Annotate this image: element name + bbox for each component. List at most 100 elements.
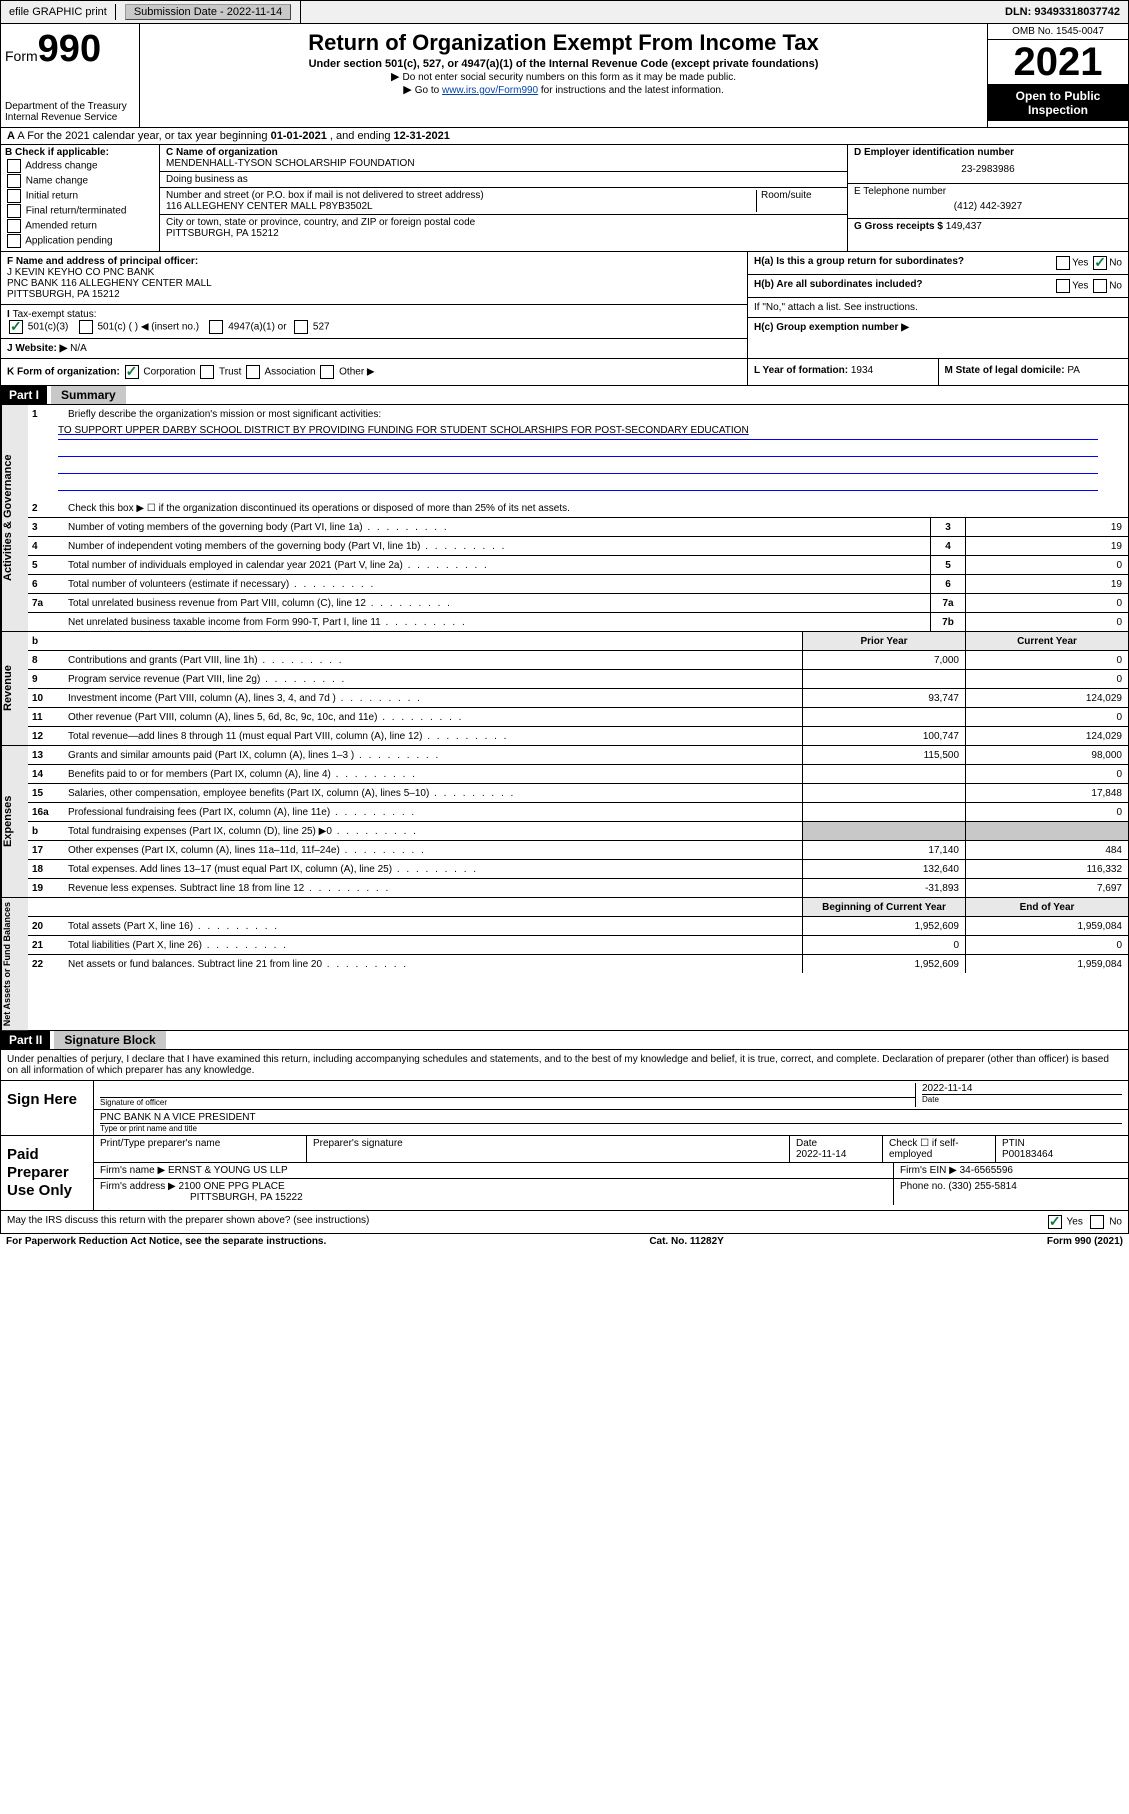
prior-val: 93,747 [802,689,965,707]
part2-header-row: Part II Signature Block [0,1031,1129,1050]
prior-val: 100,747 [802,727,965,745]
current-val: 7,697 [965,879,1128,897]
boy-header: Beginning of Current Year [802,898,965,916]
part1-title: Summary [51,386,126,404]
ha-yes-checkbox[interactable] [1056,256,1070,270]
hb-label: H(b) Are all subordinates included? [754,279,923,290]
gross-receipts: 149,437 [946,221,982,232]
ein-label: D Employer identification number [854,147,1122,158]
corp-checkbox[interactable] [125,365,139,379]
line-num: 8 [28,653,64,668]
dept-label: Department of the Treasury Internal Reve… [5,101,135,123]
hb-yes-checkbox[interactable] [1056,279,1070,293]
hb-no-checkbox[interactable] [1093,279,1107,293]
line-val: 0 [965,594,1128,612]
line-desc: Total revenue—add lines 8 through 11 (mu… [64,729,802,744]
form-number: 990 [38,28,101,70]
current-val: 0 [965,670,1128,688]
prior-val [802,784,965,802]
line-box: 7b [930,613,965,631]
line-val: 19 [965,575,1128,593]
line-num: 12 [28,729,64,744]
current-val: 98,000 [965,746,1128,764]
line-box: 4 [930,537,965,555]
prior-val: 1,952,609 [802,917,965,935]
side-governance: Activities & Governance [1,405,28,631]
trust-checkbox[interactable] [200,365,214,379]
officer-addr: PNC BANK 116 ALLEGHENY CENTER MALL [7,278,741,289]
application-pending-checkbox[interactable] [7,234,21,248]
instructions-link[interactable]: www.irs.gov/Form990 [442,85,538,96]
footer-right: Form 990 (2021) [1047,1236,1123,1247]
current-val: 1,959,084 [965,955,1128,973]
efile-label: efile GRAPHIC print [1,4,116,20]
row-klm: K Form of organization: Corporation Trus… [0,359,1129,386]
line-val: 19 [965,518,1128,536]
line-desc: Contributions and grants (Part VIII, lin… [64,653,802,668]
address-change-checkbox[interactable] [7,159,21,173]
prior-val [802,803,965,821]
527-checkbox[interactable] [294,320,308,334]
addr-label: Number and street (or P.O. box if mail i… [166,190,756,201]
form-header: Form990 Department of the Treasury Inter… [0,24,1129,128]
line-desc: Number of voting members of the governin… [64,520,930,535]
line-desc: Total assets (Part X, line 16) [64,919,802,934]
501c-checkbox[interactable] [79,320,93,334]
line-desc: Total expenses. Add lines 13–17 (must eq… [64,862,802,877]
current-val: 124,029 [965,689,1128,707]
name-change-checkbox[interactable] [7,174,21,188]
other-checkbox[interactable] [320,365,334,379]
firm-addr2: PITTSBURGH, PA 15222 [100,1192,887,1203]
firm-addr-label: Firm's address ▶ [100,1181,176,1192]
final-return-checkbox[interactable] [7,204,21,218]
line-desc: Other revenue (Part VIII, column (A), li… [64,710,802,725]
form-prefix: Form [5,48,38,64]
netassets-block: Net Assets or Fund Balances Beginning of… [0,898,1129,1031]
current-val: 0 [965,765,1128,783]
fijk-right: H(a) Is this a group return for subordin… [747,252,1128,358]
ptin: P00183464 [1002,1149,1122,1160]
current-val: 484 [965,841,1128,859]
tax-status-label: Tax-exempt status: [13,309,97,320]
ha-label: H(a) Is this a group return for subordin… [754,256,964,267]
ha-no-checkbox[interactable] [1093,256,1107,270]
line-num: 5 [28,558,64,573]
amended-return-checkbox[interactable] [7,219,21,233]
eoy-header: End of Year [965,898,1128,916]
col-c: C Name of organization MENDENHALL-TYSON … [160,145,847,251]
room-label: Room/suite [761,190,841,201]
officer-name: J KEVIN KEYHO CO PNC BANK [7,267,741,278]
sig-officer-label: Signature of officer [100,1097,915,1107]
line-desc: Total unrelated business revenue from Pa… [64,596,930,611]
hb-note: If "No," attach a list. See instructions… [754,302,918,313]
section-bcde: B Check if applicable: Address change Na… [0,145,1129,252]
side-netassets: Net Assets or Fund Balances [1,898,28,1030]
initial-return-checkbox[interactable] [7,189,21,203]
line-num: 20 [28,919,64,934]
line-num [28,620,64,624]
header-left: Form990 Department of the Treasury Inter… [1,24,140,127]
submission-date-button[interactable]: Submission Date - 2022-11-14 [125,4,291,20]
officer-label: F Name and address of principal officer: [7,256,741,267]
current-val: 0 [965,708,1128,726]
501c3-checkbox[interactable] [9,320,23,334]
line-desc: Other expenses (Part IX, column (A), lin… [64,843,802,858]
line-num: 18 [28,862,64,877]
discuss-no-checkbox[interactable] [1090,1215,1104,1229]
line-num: 10 [28,691,64,706]
4947-checkbox[interactable] [209,320,223,334]
tax-end: 12-31-2021 [394,130,450,142]
ein: 23-2983986 [854,158,1122,181]
line-num: 13 [28,748,64,763]
line-num: 9 [28,672,64,687]
footer-left: For Paperwork Reduction Act Notice, see … [6,1236,326,1247]
line-desc: Grants and similar amounts paid (Part IX… [64,748,802,763]
current-val [965,822,1128,840]
tax-begin: 01-01-2021 [271,130,327,142]
discuss-yes-checkbox[interactable] [1048,1215,1062,1229]
firm-name: ERNST & YOUNG US LLP [168,1165,288,1176]
prior-val: -31,893 [802,879,965,897]
assoc-checkbox[interactable] [246,365,260,379]
footer-mid: Cat. No. 11282Y [649,1236,723,1247]
ptin-label: PTIN [1002,1138,1122,1149]
